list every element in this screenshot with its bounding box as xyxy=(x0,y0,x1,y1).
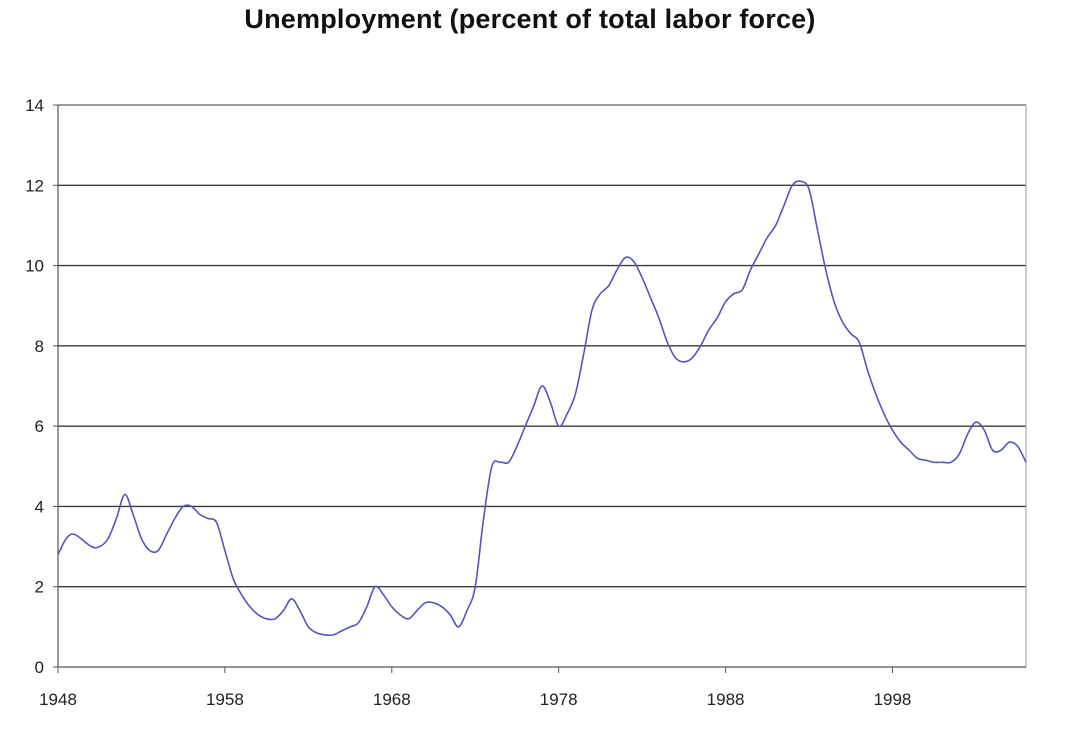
series-line-0 xyxy=(57,180,1027,637)
y-tick-label: 12 xyxy=(25,176,44,195)
y-tick-label: 2 xyxy=(35,578,44,597)
y-tick-label: 14 xyxy=(25,96,44,115)
y-tick-label: 8 xyxy=(35,337,44,356)
y-axis-tick-labels: 0 2 4 6 8 10 12 14 xyxy=(25,96,44,677)
x-tick-label: 1988 xyxy=(707,690,745,709)
chart-title: Unemployment (percent of total labor for… xyxy=(244,4,816,34)
x-tick-label: 1998 xyxy=(874,690,912,709)
x-tick-label: 1968 xyxy=(373,690,411,709)
x-tick-label: 1978 xyxy=(540,690,578,709)
series-layer xyxy=(57,180,1027,637)
x-axis-tick-labels: 1948 1958 1968 1978 1988 1998 xyxy=(39,690,911,709)
x-tick-label: 1958 xyxy=(206,690,244,709)
axes xyxy=(57,105,1026,673)
y-tick-label: 4 xyxy=(35,497,44,516)
gridlines xyxy=(53,104,1026,668)
y-tick-label: 10 xyxy=(25,257,44,276)
x-tick-label: 1948 xyxy=(39,690,77,709)
y-tick-label: 6 xyxy=(35,417,44,436)
y-tick-label: 0 xyxy=(35,658,44,677)
